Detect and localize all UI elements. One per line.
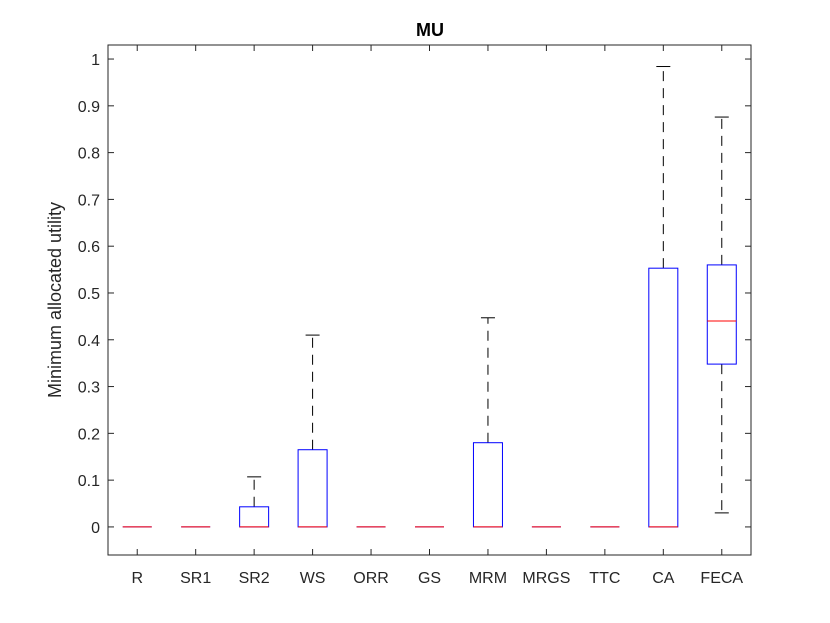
y-tick-label: 0.5 [78,286,100,303]
y-tick-label: 0.1 [78,473,100,490]
x-tick-label-sr1: SR1 [180,570,211,587]
box-iqr [239,506,270,528]
chart-title: MU [416,20,444,40]
y-axis: 0 0.1 0.2 0.3 0.4 0.5 0.6 0.7 0.8 0.9 1 [78,52,751,537]
x-tick-label-orr: ORR [353,570,389,587]
y-tick-label: 1 [91,52,100,69]
y-tick-label: 0.7 [78,192,100,209]
x-axis: R SR1 SR2 WS ORR GS MRM MRGS TTC CA FECA [131,45,743,587]
box-group-ws [297,334,328,528]
y-tick-label: 0.8 [78,146,100,163]
x-tick-label-feca: FECA [700,570,743,587]
x-tick-label-mrm: MRM [469,570,507,587]
y-axis-label: Minimum allocated utility [45,202,65,398]
x-tick-label-ws: WS [300,570,326,587]
x-tick-label-sr2: SR2 [239,570,270,587]
box-iqr [472,442,503,528]
x-tick-label-ttc: TTC [589,570,620,587]
x-tick-label-ca: CA [652,570,675,587]
x-tick-label-mrgs: MRGS [522,570,570,587]
y-tick-label: 0.3 [78,380,100,397]
x-tick-label-gs: GS [418,570,441,587]
box-iqr [706,264,737,365]
y-tick-label: 0.9 [78,99,100,116]
box-group-mrm [472,317,503,528]
y-tick-label: 0.2 [78,426,100,443]
y-tick-label: 0 [91,520,100,537]
boxes-layer [122,66,737,528]
box-iqr [297,449,328,528]
box-iqr [648,267,679,528]
x-tick-label-r: R [131,570,143,587]
box-group-feca [706,116,737,514]
y-tick-label: 0.6 [78,239,100,256]
y-tick-label: 0.4 [78,333,100,350]
box-group-ca [648,66,679,528]
box-group-sr2 [239,476,270,528]
plot-area-frame [107,44,752,556]
